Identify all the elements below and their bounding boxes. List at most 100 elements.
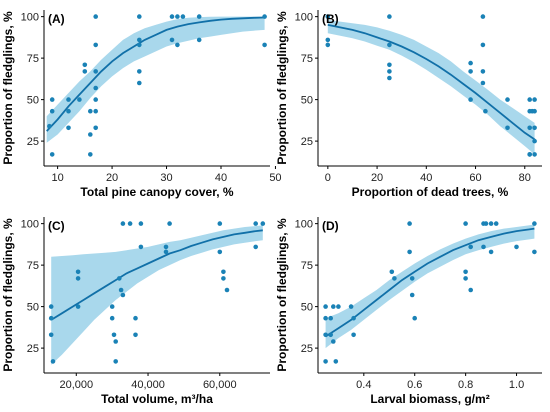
data-point-c [127, 221, 133, 226]
y-tick-label-c: 75 [27, 260, 39, 272]
data-point-a [49, 152, 55, 157]
data-point-a [262, 14, 267, 19]
data-point-d [532, 221, 537, 226]
x-tick-label-b: 80 [519, 172, 531, 184]
data-point-c [133, 315, 138, 321]
data-point-a [93, 42, 98, 48]
data-point-c [217, 249, 223, 255]
data-point-d [333, 359, 339, 364]
confidence-band-a [46, 16, 265, 143]
data-point-c [167, 221, 172, 226]
data-point-b [505, 125, 510, 131]
data-point-a [137, 42, 142, 48]
panel-label-a: (A) [48, 12, 65, 26]
x-axis-title-c: Total volume, m³/ha [101, 392, 213, 406]
data-point-c [48, 332, 54, 338]
data-point-d [331, 339, 336, 344]
data-point-a [93, 108, 98, 114]
data-point-d [483, 221, 489, 226]
data-point-d [392, 276, 397, 281]
data-point-c [113, 359, 118, 364]
data-point-d [323, 359, 328, 364]
data-point-a [88, 152, 93, 157]
data-point-c [133, 332, 138, 338]
y-tick-label-b: 75 [301, 53, 313, 65]
data-point-a [88, 108, 93, 114]
data-point-d [351, 332, 356, 338]
panel-label-b: (B) [322, 12, 339, 26]
x-tick-label-d: 0.8 [458, 379, 473, 391]
data-point-b [325, 42, 331, 48]
data-point-d [323, 315, 328, 321]
chart-panel-b: 0 20 40 60 80 25 50 75 100 Proportion of dead tre… [275, 10, 542, 199]
data-point-c [48, 304, 54, 309]
data-point-b [480, 69, 486, 74]
data-point-d [328, 315, 334, 321]
x-tick-label-b: 0 [325, 172, 331, 184]
data-point-c [118, 287, 124, 293]
data-point-d [412, 315, 418, 321]
y-tick-label-c: 25 [27, 343, 39, 355]
data-point-d [409, 292, 415, 298]
y-axis-title-c: Proportion of fledglings, % [1, 218, 15, 372]
data-point-d [488, 221, 494, 226]
data-point-a [47, 123, 52, 129]
data-point-a [49, 108, 55, 114]
y-tick-label-d: 75 [301, 260, 313, 272]
y-axis-title-a: Proportion of fledglings, % [1, 11, 15, 165]
data-point-d [407, 221, 412, 226]
data-point-b [532, 138, 537, 144]
data-point-a [93, 97, 98, 102]
data-point-b [480, 42, 486, 48]
y-axis-title-b: Proportion of fledglings, % [275, 11, 289, 165]
x-axis-title-b: Proportion of dead trees, % [352, 185, 509, 199]
y-tick-label-a: 50 [27, 95, 39, 107]
y-tick-label-b: 25 [301, 136, 313, 148]
data-point-a [82, 62, 88, 68]
data-point-a [169, 14, 175, 19]
data-point-d [323, 332, 328, 338]
data-point-b [468, 60, 473, 66]
confidence-band-c [51, 225, 263, 365]
data-point-d [389, 269, 395, 275]
x-tick-label-b: 20 [371, 172, 383, 184]
data-point-c [111, 332, 117, 338]
data-point-b [468, 69, 473, 74]
data-point-b [480, 80, 486, 86]
fit-line-c [50, 229, 263, 321]
data-point-c [253, 244, 258, 250]
data-point-d [323, 304, 328, 309]
data-point-a [93, 69, 98, 74]
data-point-d [468, 287, 474, 293]
y-tick-label-c: 50 [27, 302, 39, 314]
data-point-d [348, 304, 354, 309]
data-point-a [66, 108, 71, 114]
data-point-b [532, 108, 537, 114]
data-point-b [483, 108, 488, 114]
data-point-d [532, 249, 537, 255]
confidence-band-d [325, 224, 535, 349]
chart-panel-c: 20,000 40,000 60,000 25 50 75 100 Total volume,… [1, 217, 270, 406]
panel-label-c: (C) [48, 219, 65, 233]
x-tick-label-d: 0.4 [356, 379, 371, 391]
data-point-c [109, 315, 115, 321]
x-tick-label-b: 40 [420, 172, 432, 184]
data-point-b [480, 14, 486, 19]
data-point-d [463, 221, 468, 226]
data-point-a [175, 42, 180, 48]
x-tick-label-d: 0.6 [407, 379, 422, 391]
fit-line-b [327, 24, 536, 141]
data-point-a [262, 42, 267, 48]
y-tick-label-d: 25 [301, 343, 313, 355]
data-point-c [75, 304, 81, 309]
chart-panel-a: 10 20 30 40 50 25 50 75 100 Total pine canopy cov… [1, 10, 282, 199]
data-point-c [113, 339, 118, 344]
data-point-b [387, 42, 392, 48]
data-point-a [82, 69, 88, 74]
data-point-c [163, 244, 169, 250]
data-point-d [336, 304, 341, 309]
data-point-b [532, 152, 537, 157]
data-point-a [93, 14, 98, 19]
data-point-b [532, 125, 537, 131]
data-point-b [325, 37, 331, 43]
